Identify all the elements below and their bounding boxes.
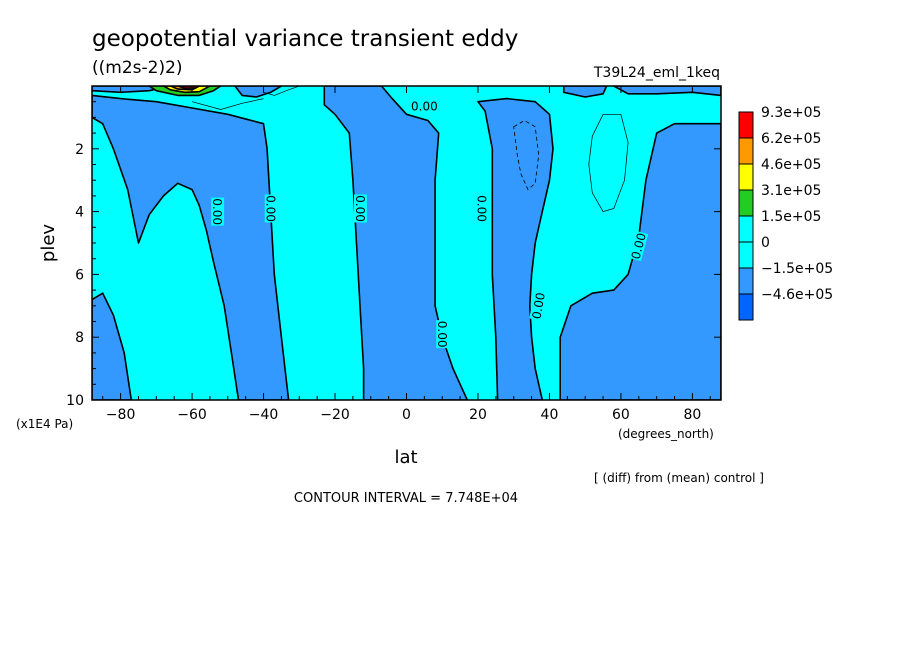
contour-region-negative [613, 86, 721, 97]
legend-swatch [738, 215, 754, 243]
dashed-contour-line [513, 120, 540, 191]
contour-label: 0.00 [475, 195, 489, 222]
filled-regions [92, 86, 721, 400]
contour-region-negative [92, 94, 290, 400]
y-units-label: (x1E4 Pa) [16, 417, 73, 431]
contour-region-negative [559, 122, 721, 400]
y-tick-label: 6 [75, 267, 84, 283]
legend-swatch [738, 241, 754, 269]
contour-label: 0.00 [629, 231, 649, 260]
x-tick-label: −80 [106, 407, 136, 423]
y-axis-title: plev [38, 224, 59, 263]
contour-region-negative [234, 86, 283, 98]
legend-swatch [738, 189, 754, 217]
contour-label-bg [264, 194, 278, 223]
y-tick-label: 2 [75, 142, 84, 158]
x-tick-label: 20 [469, 407, 487, 423]
x-tick-label: 40 [541, 407, 559, 423]
x-axis-ticks: −80 −60 −40 −20 0 20 40 60 80 [102, 86, 711, 423]
x-tick-label: −60 [177, 407, 207, 423]
contour-label: 0.00 [264, 195, 278, 222]
y-tick-label: 8 [75, 330, 84, 346]
contour-label-group: 0.00 [410, 99, 439, 113]
contour-region-negative [563, 86, 608, 98]
contour-label-group: 0.00 [435, 320, 450, 349]
contour-label-bg [436, 320, 450, 349]
x-tick-label: −40 [249, 407, 279, 423]
contour-label-bg [628, 230, 649, 262]
legend-swatch [738, 137, 754, 165]
contour-label-bg [354, 194, 367, 223]
legend-swatch [738, 293, 754, 321]
contour-label-group: 0.00 [529, 290, 548, 321]
contour-label: 0.00 [529, 291, 547, 320]
legend-label: 6.2e+05 [761, 131, 821, 147]
x-units-label: (degrees_north) [618, 427, 714, 441]
x-tick-label: 80 [683, 407, 701, 423]
thin-contour-line [588, 113, 629, 213]
contour-label-bg [410, 99, 439, 113]
contour-label: 0.00 [411, 99, 438, 113]
contour-label-bg [475, 194, 489, 223]
contour-label-group: 0.00 [475, 194, 489, 223]
contour-label: 0.00 [435, 321, 449, 348]
chart-units: ((m2s-2)2) [92, 58, 183, 78]
legend-label: 4.6e+05 [761, 157, 821, 173]
x-tick-label: −20 [320, 407, 350, 423]
contour-interval: CONTOUR INTERVAL = 7.748E+04 [294, 491, 518, 506]
legend-label: 0 [761, 235, 770, 251]
plot-area [92, 86, 721, 400]
legend-label: −4.6e+05 [761, 287, 833, 303]
contour-label: 0.00 [353, 195, 367, 222]
x-tick-label: 0 [402, 407, 411, 423]
contour-region-negative [477, 97, 554, 400]
legend-label: 3.1e+05 [761, 183, 821, 199]
legend-swatch [738, 111, 754, 139]
y-tick-label: 10 [66, 393, 84, 409]
contour-label-bg [529, 290, 548, 321]
run-label: T39L24_eml_1keq [593, 65, 720, 81]
chart-title: geopotential variance transient eddy [92, 26, 518, 52]
contour-region-negative [323, 86, 469, 400]
thin-contour-line [263, 86, 300, 96]
thin-contour-line [192, 98, 264, 110]
y-axis-ticks: 2 4 6 8 10 [66, 101, 721, 409]
contour-label-group: 0.00 [210, 197, 225, 226]
x-axis-title: lat [394, 447, 417, 468]
contour-lines [192, 86, 629, 213]
legend-label: −1.5e+05 [761, 261, 833, 277]
contour-labels: 0.00 0.00 0.00 0.00 0.00 0.00 0.00 0.00 [210, 99, 649, 349]
legend-label: 9.3e+05 [761, 105, 821, 121]
contour-label: 0.00 [210, 198, 224, 225]
contour-label-group: 0.00 [628, 230, 649, 262]
legend-label: 1.5e+05 [761, 209, 821, 225]
contour-label-group: 0.00 [353, 194, 367, 223]
y-tick-label: 4 [75, 205, 84, 221]
legend-swatch [738, 163, 754, 191]
contour-region-negative [92, 292, 133, 400]
diff-note: [ (diff) from (mean) control ] [594, 471, 764, 485]
x-tick-label: 60 [612, 407, 630, 423]
contour-label-bg [211, 197, 225, 226]
legend-swatch [738, 267, 754, 295]
contour-label-group: 0.00 [264, 194, 278, 223]
color-legend: 9.3e+05 6.2e+05 4.6e+05 3.1e+05 1.5e+05 0 −1.5… [738, 105, 833, 321]
